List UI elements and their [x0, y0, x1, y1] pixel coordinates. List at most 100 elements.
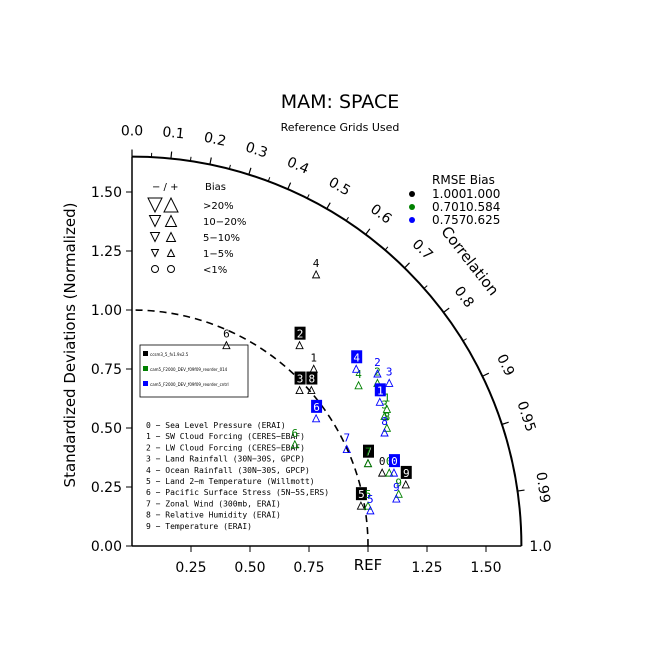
data-point: 3: [380, 398, 389, 420]
point-label: 8: [309, 373, 316, 386]
data-point: 4: [311, 257, 321, 279]
point-marker-icon: [311, 269, 321, 279]
x-tick-label: 1.50: [470, 560, 501, 576]
point-label: 2: [374, 356, 381, 369]
point-marker-icon: [380, 411, 389, 420]
outer-arc: [131, 155, 523, 547]
data-point: 2: [294, 326, 306, 350]
data-point: 3: [294, 371, 306, 394]
data-point: 1: [374, 383, 386, 406]
corr-tick: [365, 228, 371, 235]
data-point: 9: [392, 481, 401, 503]
corr-minor-tick: [345, 216, 349, 222]
bias-legend-row: 1−5%: [203, 249, 234, 260]
point-marker-icon: [394, 489, 403, 498]
corr-tick-label: 0.5: [326, 174, 353, 199]
point-label: 6: [223, 328, 230, 341]
point-label: 8: [381, 415, 388, 428]
corr-tick: [248, 167, 252, 175]
corr-tick-label: 1.0: [529, 539, 551, 555]
corr-tick-label: 0.6: [367, 201, 394, 227]
point-marker-icon: [342, 444, 351, 453]
label-highlight: [355, 487, 367, 501]
variable-legend-item: 7 − Zonal Wind (300mb, ERAI): [146, 499, 281, 508]
data-point: 3: [385, 365, 394, 387]
point-marker-icon: [401, 479, 410, 489]
point-marker-icon: [363, 501, 373, 510]
variable-legend-item: 1 − SW Cloud Forcing (CERES−EBAF): [146, 432, 305, 441]
triangle-up-icon: [163, 196, 179, 213]
chart-title: MAM: SPACE: [281, 91, 399, 113]
corr-tick: [170, 151, 173, 159]
triangle-up-icon: [165, 231, 177, 242]
data-point: 0: [388, 454, 400, 477]
data-point: 2: [373, 356, 382, 378]
data-point: 5: [366, 493, 375, 515]
corr-tick: [443, 307, 450, 313]
circle-icon: [151, 265, 159, 273]
triangle-up-icon: [164, 214, 178, 227]
point-label: 7: [365, 446, 372, 459]
point-label: 5: [358, 488, 365, 501]
variable-legend-item: 0 − Sea Level Pressure (ERAI): [146, 421, 286, 430]
variable-legend-item: 8 − Relative Humidity (ERAI): [146, 511, 281, 520]
data-point: 4: [351, 350, 363, 373]
point-marker-icon: [295, 385, 304, 394]
triangle-down-icon: [149, 232, 161, 243]
variable-legend-item: 3 − Land Rainfall (30N−30S, GPCP): [146, 455, 305, 464]
corr-minor-tick: [384, 246, 389, 251]
point-label: 9: [403, 467, 410, 480]
point-marker-icon: [366, 505, 375, 515]
x-tick-label: 0.50: [234, 560, 265, 576]
point-marker-icon: [363, 458, 373, 468]
case-swatch-icon: [143, 351, 148, 356]
variable-legend-item: 6 − Pacific Surface Stress (5N−5S,ERS): [146, 488, 329, 497]
data-point: 8: [380, 415, 389, 437]
data-point: 1: [382, 391, 392, 413]
point-marker-icon: [389, 468, 399, 477]
point-marker-icon: [363, 458, 373, 468]
label-highlight: [306, 371, 318, 385]
variable-legend-item: 4 − Ocean Rainfall (30N−30S, GPCP): [146, 466, 310, 475]
bias-value: 0.584: [466, 200, 500, 214]
correlation-axis-label: Correlation: [437, 223, 502, 299]
data-point: 5: [363, 488, 373, 510]
diagram-axes: 0.25 0.50 0.75 1.25 1.500.000.250.500.751.00…: [91, 123, 553, 576]
label-highlight: [374, 383, 386, 397]
variable-legend-item: 5 − Land 2−m Temperature (Willmott): [146, 477, 315, 486]
y-tick-label: 1.50: [91, 185, 122, 201]
data-point: 6: [222, 328, 231, 350]
point-marker-icon: [377, 468, 387, 477]
point-label: 3: [381, 398, 388, 411]
corr-tick: [209, 157, 212, 165]
bias-legend-row: 10−20%: [203, 217, 246, 228]
y-tick-label: 1.25: [91, 244, 122, 260]
point-label: 5: [367, 493, 374, 506]
bias-value: 1.000: [466, 187, 500, 201]
circle-icon: [167, 265, 175, 273]
legend-dot-icon: [409, 191, 415, 197]
point-label: 6: [313, 401, 320, 414]
label-highlight: [351, 350, 363, 364]
point-label: 3: [297, 373, 304, 386]
bias-legend-row: <1%: [203, 265, 227, 276]
corr-tick-label: 0.99: [532, 471, 552, 504]
point-marker-icon: [309, 364, 318, 373]
point-label: 8: [384, 410, 391, 423]
point-label: 1: [310, 351, 317, 364]
point-label: 5: [365, 488, 372, 501]
point-label: 9: [393, 481, 400, 494]
point-marker-icon: [307, 385, 316, 394]
data-point: 0: [377, 455, 387, 477]
variable-legend-item: 2 − LW Cloud Forcing (CERES−EBAF): [146, 443, 305, 452]
corr-tick-label: 0.2: [202, 130, 227, 150]
point-marker-icon: [354, 380, 363, 390]
bias-legend-row: 5−10%: [203, 233, 240, 244]
y-tick-label: 0.25: [91, 480, 122, 496]
point-label: 7: [365, 446, 372, 459]
point-label: 7: [343, 432, 350, 445]
point-marker-icon: [382, 423, 392, 432]
point-label: 2: [374, 365, 381, 378]
corr-tick-label: 0.1: [162, 124, 186, 142]
